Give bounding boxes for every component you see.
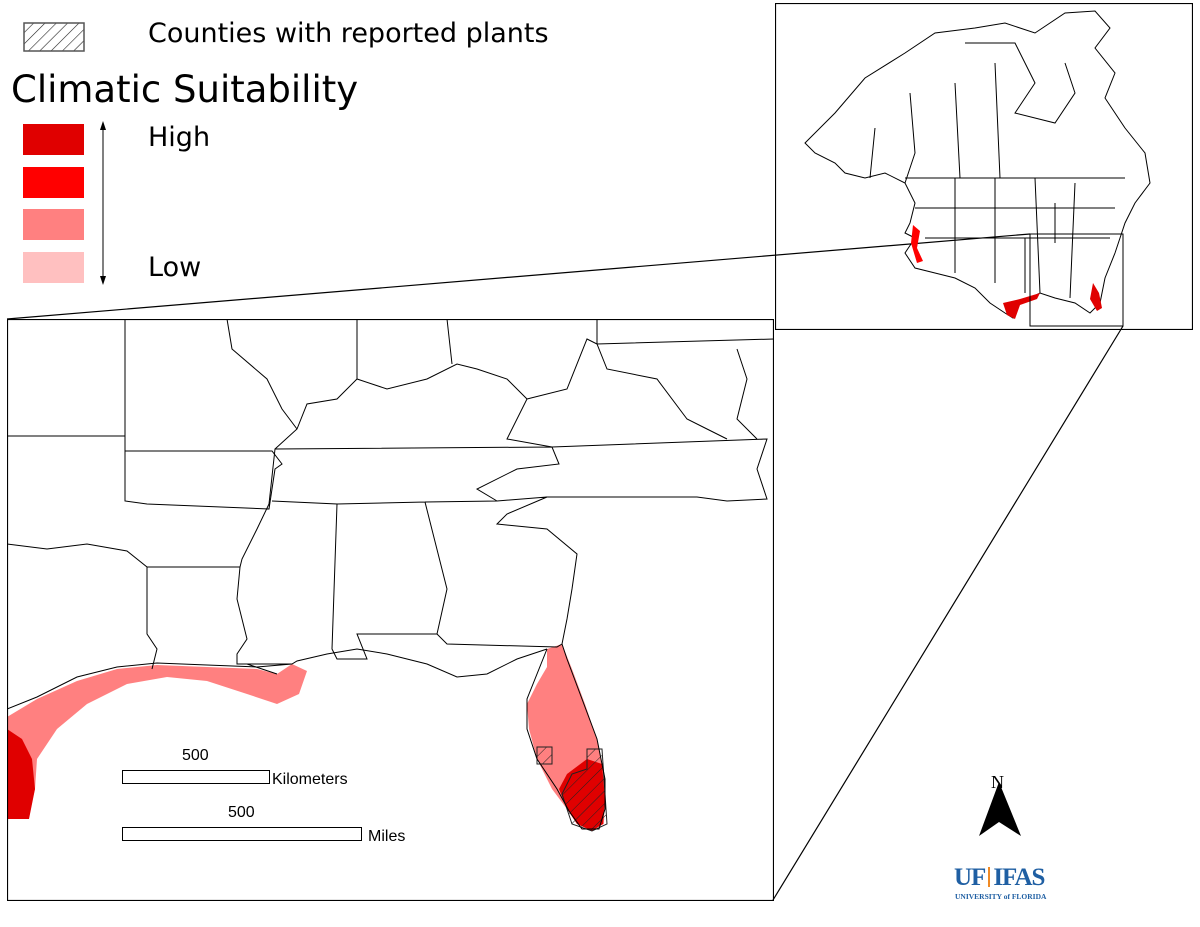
mi-scale-bar (122, 827, 362, 841)
ufifas-logo-subtitle: UNIVERSITY of FLORIDA (955, 892, 1047, 901)
legend-title: Climatic Suitability (11, 68, 359, 111)
km-scale-unit: Kilometers (272, 771, 348, 788)
legend-swatch-high (23, 167, 84, 198)
ufifas-logo: UF IFAS (954, 864, 1045, 891)
mi-scale-unit: Miles (368, 828, 406, 845)
mi-scale-value: 500 (228, 804, 255, 821)
legend-low-label: Low (148, 252, 202, 283)
legend-swatch-low (23, 252, 84, 283)
hatch-legend-label: Counties with reported plants (148, 18, 549, 49)
inset-map-north-america (775, 3, 1193, 330)
main-map-southeast-us (7, 319, 774, 901)
inset-suitability-gulf (1003, 293, 1040, 319)
gradient-arrow-icon (100, 121, 106, 285)
inset-extent-box (1029, 233, 1124, 327)
legend-swatch-highest (23, 124, 84, 155)
suitability-gulf-coast (7, 664, 307, 819)
suitability-texas-high (7, 729, 35, 819)
hatch-legend-swatch (23, 22, 85, 52)
inset-suitability-california (911, 225, 923, 263)
legend-swatch-moderate (23, 209, 84, 240)
km-scale-bar (122, 770, 270, 784)
north-arrow-icon (979, 782, 1021, 836)
km-scale-value: 500 (182, 747, 209, 764)
inset-suitability-florida (1090, 283, 1102, 311)
legend-high-label: High (148, 122, 211, 153)
